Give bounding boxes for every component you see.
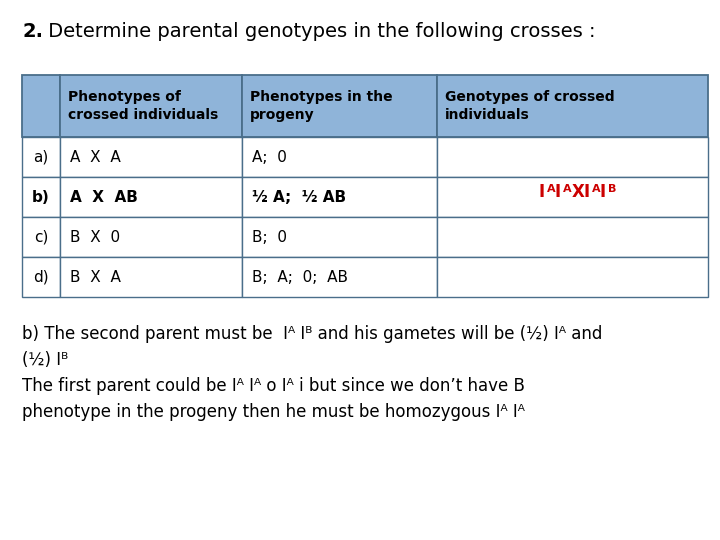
Bar xyxy=(60,137,241,177)
Bar xyxy=(60,217,241,257)
Text: a): a) xyxy=(33,150,48,165)
Bar xyxy=(241,137,437,177)
Text: d): d) xyxy=(33,269,49,285)
Bar xyxy=(437,217,708,257)
Text: A;  0: A; 0 xyxy=(251,150,287,165)
Text: A: A xyxy=(562,184,571,194)
Bar xyxy=(22,75,60,137)
Bar xyxy=(60,177,241,217)
Text: A  X  A: A X A xyxy=(70,150,120,165)
Text: I: I xyxy=(539,183,544,201)
Bar xyxy=(437,257,708,297)
Text: Genotypes of crossed
individuals: Genotypes of crossed individuals xyxy=(445,90,615,122)
Text: The first parent could be Iᴬ Iᴬ o Iᴬ i but since we don’t have B: The first parent could be Iᴬ Iᴬ o Iᴬ i b… xyxy=(22,377,525,395)
Bar xyxy=(437,137,708,177)
Text: A  X  AB: A X AB xyxy=(70,190,138,205)
Text: A: A xyxy=(546,184,555,194)
Text: ½ A;  ½ AB: ½ A; ½ AB xyxy=(251,190,346,205)
Text: phenotype in the progeny then he must be homozygous Iᴬ Iᴬ: phenotype in the progeny then he must be… xyxy=(22,403,525,421)
Bar xyxy=(437,75,708,137)
Text: I: I xyxy=(554,183,561,201)
Text: b): b) xyxy=(32,190,50,205)
Bar xyxy=(241,257,437,297)
Text: B: B xyxy=(608,184,616,194)
Text: B;  A;  0;  AB: B; A; 0; AB xyxy=(251,269,348,285)
Bar xyxy=(22,137,60,177)
Text: X: X xyxy=(572,183,585,201)
Text: I: I xyxy=(600,183,606,201)
Bar xyxy=(22,217,60,257)
Bar xyxy=(437,177,708,217)
Text: B;  0: B; 0 xyxy=(251,230,287,245)
Bar xyxy=(22,257,60,297)
Text: 2.: 2. xyxy=(22,22,43,41)
Text: A: A xyxy=(592,184,600,194)
Bar xyxy=(241,217,437,257)
Text: b) The second parent must be  Iᴬ Iᴮ and his gametes will be (½) Iᴬ and: b) The second parent must be Iᴬ Iᴮ and h… xyxy=(22,325,603,343)
Text: c): c) xyxy=(34,230,48,245)
Bar xyxy=(22,177,60,217)
Text: Phenotypes of
crossed individuals: Phenotypes of crossed individuals xyxy=(68,90,218,122)
Text: Phenotypes in the
progeny: Phenotypes in the progeny xyxy=(250,90,392,122)
Text: Determine parental genotypes in the following crosses :: Determine parental genotypes in the foll… xyxy=(42,22,595,41)
Text: B  X  0: B X 0 xyxy=(70,230,120,245)
Bar xyxy=(60,75,241,137)
Bar xyxy=(241,75,437,137)
Text: I: I xyxy=(583,183,590,201)
Text: B  X  A: B X A xyxy=(70,269,121,285)
Bar xyxy=(60,257,241,297)
Bar xyxy=(241,177,437,217)
Text: (½) Iᴮ: (½) Iᴮ xyxy=(22,351,68,369)
